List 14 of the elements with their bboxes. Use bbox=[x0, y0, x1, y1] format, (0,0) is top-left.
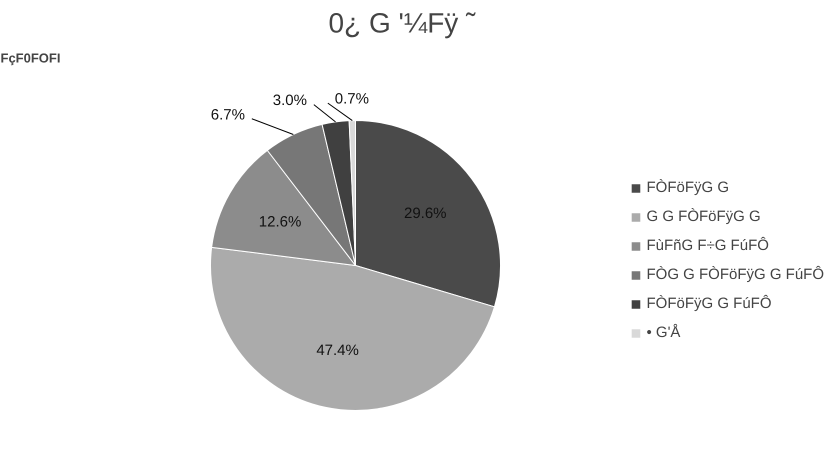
data-label: 12.6% bbox=[258, 214, 302, 231]
legend-label: G G FÒFöFÿG G bbox=[646, 208, 761, 225]
chart-title: 0¿ G '¼Fÿ ˜ bbox=[328, 8, 476, 38]
data-label: 0.7% bbox=[334, 90, 369, 108]
legend-label: FÒFöFÿG G FúFÔ bbox=[646, 295, 772, 312]
data-label: 3.0% bbox=[272, 92, 307, 110]
data-label: 6.7% bbox=[210, 106, 245, 124]
legend-label: FùFñG F÷G FúFÔ bbox=[646, 237, 769, 254]
legend-label: FÒFöFÿG G bbox=[646, 179, 729, 196]
data-label: 47.4% bbox=[316, 342, 359, 360]
data-label: 29.6% bbox=[404, 204, 447, 222]
text: FçF0FOFI bbox=[0, 50, 60, 66]
legend-label: • G'Å bbox=[646, 324, 680, 341]
legend-label: FÒG G FÒFöFÿG G FúFÔ bbox=[646, 266, 824, 283]
